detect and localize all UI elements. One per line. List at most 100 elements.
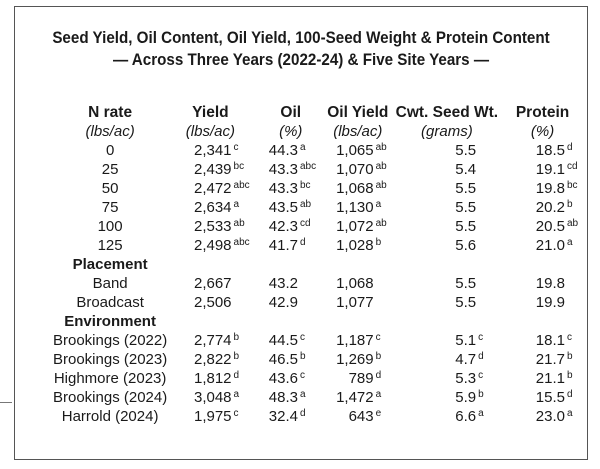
n-rate-row: 75 2,634 a 43.5 ab 1,130 a 5.5 20.2 b [53,199,587,218]
protein-value: 21.0 [535,237,565,254]
seed-weight-value: 5.5 [455,218,477,235]
column-header-row: N rate Yield Oil Oil Yield Cwt. Seed Wt.… [53,104,587,123]
unit-seed-weight: (grams) [421,123,473,140]
oil-yield-value: 1,070 [336,161,374,178]
figure-title-line-1: Seed Yield, Oil Content, Oil Yield, 100-… [52,29,550,47]
seed-weight-value: 5.4 [455,161,477,178]
protein-value: 20.5 [535,218,565,235]
yield-value-cell: 2,634 a [193,199,240,216]
row-label-cell: Brookings (2024) [53,389,167,408]
row-label-cell: Harrold (2024) [53,408,167,427]
yield-value: 1,812 [193,370,232,387]
oil-yield-value-cell: 1,077 [320,294,396,313]
oil-value: 43.3 [268,180,298,197]
oil-yield-value-cell: 1,269 b [336,351,382,368]
oil-yield-value: 1,077 [336,294,374,311]
oil-yield-value: 1,065 [336,142,374,159]
oil-value: 44.3 [268,142,298,159]
oil-yield-value: 1,028 [336,237,374,254]
oil-value-cell: 43.2 [262,275,320,294]
protein-value-cell: 19.8 bc [535,180,578,197]
protein-value-cell: 18.5 d [535,142,573,159]
oil-value: 48.3 [268,389,298,406]
seed-weight-value: 5.9 [455,389,477,406]
unit-yield: (lbs/ac) [185,123,235,140]
oil-yield-value-cell: 1,028 b [336,237,382,254]
seed-weight-value-cell: 5.5 [396,180,498,199]
protein-value-cell: 15.5 d [535,389,573,406]
col-header-yield: Yield [192,104,229,121]
row-label-cell: 125 [53,237,167,256]
row-label-cell: Brookings (2023) [53,351,167,370]
protein-value: 19.8 [535,275,565,292]
unit-header-row: (lbs/ac) (lbs/ac) (%) (lbs/ac) (grams) (… [53,123,587,142]
seed-weight-value: 4.7 [455,351,477,368]
protein-value: 21.7 [535,351,565,368]
oil-yield-value-cell: 1,065 ab [336,142,387,159]
environment-row: Brookings (2022) 2,774 b 44.5 c 1,187 c 5.1 c 18.… [53,332,587,351]
yield-value-cell: 2,498 abc [193,237,250,254]
seed-weight-value-cell: 5.5 [396,199,498,218]
protein-value: 19.9 [535,294,565,311]
seed-weight-value-cell: 5.4 [396,161,498,180]
oil-value: 43.5 [268,199,298,216]
n-rate-row: 50 2,472 abc 43.3 bc 1,068 ab 5.5 19.8 bc [53,180,587,199]
row-label: Brookings (2023) [53,351,168,368]
row-label-cell: 100 [53,218,167,237]
oil-yield-value-cell: 1,068 ab [336,180,387,197]
placement-row: Broadcast 2,506 42.9 1,077 5.5 19.9 [53,294,587,313]
environment-heading: Environment [64,313,156,330]
row-label: Brookings (2022) [53,332,168,349]
oil-yield-value: 643 [348,408,374,425]
environment-group: Environment [53,313,587,332]
oil-yield-value-cell: 1,072 ab [336,218,387,235]
seed-weight-value-cell: 5.5 [396,218,498,237]
row-label-cell: Band [53,275,167,294]
protein-value: 20.2 [535,199,565,216]
yield-value-cell: 1,975 c [193,408,239,425]
yield-value: 3,048 [193,389,232,406]
unit-protein: (%) [530,123,555,140]
yield-value-cell: 2,506 [167,294,261,313]
col-header-seed-weight: Cwt. Seed Wt. [395,104,499,121]
oil-yield-value: 1,072 [336,218,374,235]
yield-value: 2,822 [193,351,232,368]
oil-value-cell: 32.4 d [268,408,306,425]
oil-value: 46.5 [268,351,298,368]
yield-value: 2,439 [193,161,232,178]
seed-weight-value: 5.5 [455,180,477,197]
row-label: 50 [101,180,119,197]
oil-yield-value: 1,068 [336,180,374,197]
row-label: 100 [97,218,123,235]
yield-value-cell: 2,667 [167,275,261,294]
oil-yield-value-cell: 1,130 a [336,199,382,216]
seed-weight-value: 5.5 [455,142,477,159]
protein-value-cell: 18.1 c [535,332,572,349]
margin-tick-mark [0,402,12,403]
yield-value-cell: 2,822 b [193,351,240,368]
placement-rows: Band 2,667 43.2 1,068 5.5 19.8 Broadcast 2,506 4… [53,275,587,313]
oil-yield-value-cell: 1,187 c [336,332,381,349]
environment-row: Harrold (2024) 1,975 c 32.4 d 643 e 6.6 a 23.0 a [53,408,587,427]
oil-yield-value-cell: 1,070 ab [336,161,387,178]
n-rate-row: 0 2,341 c 44.3 a 1,065 ab 5.5 18.5 d [53,142,587,161]
protein-value-cell: 20.2 b [535,199,573,216]
n-rate-rows: 0 2,341 c 44.3 a 1,065 ab 5.5 18.5 d 25 2,439 bc 43.3… [53,142,587,256]
protein-value: 18.5 [535,142,565,159]
seed-weight-value: 6.6 [455,408,477,425]
yield-value-cell: 2,472 abc [193,180,250,197]
row-label-cell: 50 [53,180,167,199]
seed-weight-value: 5.6 [455,237,477,254]
oil-yield-value-cell: 1,068 [320,275,396,294]
oil-value-cell: 41.7 d [268,237,306,254]
row-label: 75 [101,199,119,216]
n-rate-row: 100 2,533 ab 42.3 cd 1,072 ab 5.5 20.5 ab [53,218,587,237]
yield-value: 2,667 [193,275,232,292]
protein-value: 21.1 [535,370,565,387]
seed-weight-value: 5.1 [455,332,477,349]
row-label: Band [92,275,128,292]
seed-weight-value-cell: 5.5 [396,142,498,161]
yield-value-cell: 1,812 d [193,370,240,387]
row-label: Highmore (2023) [53,370,167,387]
oil-value-cell: 48.3 a [268,389,306,406]
